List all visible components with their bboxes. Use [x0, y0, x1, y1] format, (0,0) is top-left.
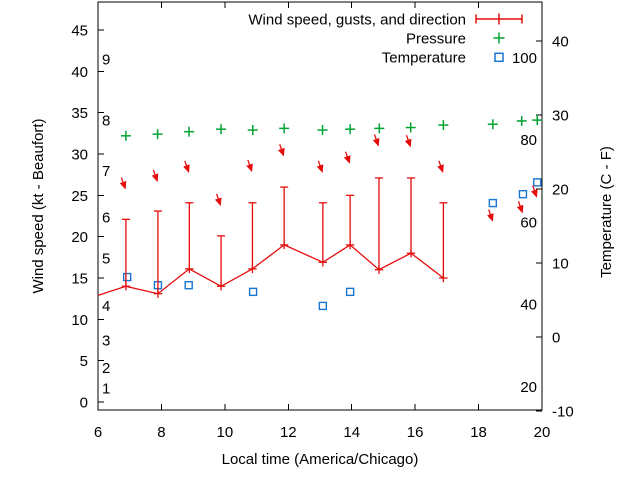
- beaufort-label: 7: [102, 163, 110, 180]
- beaufort-label: 4: [102, 298, 110, 315]
- wind-direction-arrow: [372, 134, 380, 147]
- fahrenheit-label: 80: [520, 132, 537, 149]
- temperature-point: [248, 287, 258, 297]
- legend-sample-wind: [475, 13, 523, 25]
- fahrenheit-label: 100: [512, 50, 537, 67]
- axis-tick-labels: 6 8 10 12 14 16 18 2005101520253035404512345678…: [71, 23, 573, 442]
- left-axis-title: Wind speed (kt - Beaufort): [30, 118, 47, 293]
- legend: Wind speed, gusts, and direction Pressure…: [248, 11, 523, 67]
- wind-direction-arrow: [404, 134, 412, 148]
- legend-label-wind: Wind speed, gusts, and direction: [248, 11, 466, 28]
- pressure-series: [120, 115, 543, 141]
- axes: [97, 1, 543, 412]
- plot-border: [97, 1, 543, 411]
- wind-direction-arrow: [343, 151, 351, 164]
- kt-tick-label: 30: [71, 147, 88, 164]
- x-tick-label: 20: [534, 424, 551, 441]
- beaufort-label: 8: [102, 113, 110, 130]
- temperature-point: [345, 287, 355, 297]
- wind-direction-arrow: [151, 169, 159, 183]
- kt-tick-label: 15: [71, 271, 88, 288]
- kt-tick-label: 35: [71, 105, 88, 122]
- beaufort-label: 6: [102, 209, 110, 226]
- legend-sample-temperature: [494, 52, 504, 63]
- beaufort-label: 2: [102, 360, 110, 377]
- temperature-point: [533, 178, 542, 187]
- wind-direction-arrow: [214, 193, 222, 207]
- celsius-tick-label: 40: [552, 34, 569, 51]
- legend-label-pressure: Pressure: [406, 30, 466, 47]
- x-tick-label: 14: [343, 424, 360, 441]
- temperature-point: [122, 272, 132, 282]
- fahrenheit-label: 20: [520, 379, 537, 396]
- legend-label-temperature: Temperature: [382, 50, 466, 67]
- wind-speed-line: [97, 244, 444, 297]
- wind-direction-arrow: [119, 177, 127, 190]
- temperature-point: [488, 198, 498, 208]
- wind-series: [97, 134, 538, 298]
- beaufort-label: 3: [102, 333, 110, 350]
- wind-direction-arrow: [316, 160, 324, 173]
- kt-tick-label: 20: [71, 229, 88, 246]
- wind-direction-arrow: [277, 144, 285, 157]
- wind-direction-arrow: [516, 201, 524, 214]
- temperature-point: [318, 301, 328, 311]
- kt-tick-label: 40: [71, 64, 88, 81]
- x-tick-label: 16: [407, 424, 424, 441]
- fahrenheit-label: 40: [520, 297, 537, 314]
- beaufort-label: 9: [102, 51, 110, 68]
- beaufort-label: 1: [102, 380, 110, 397]
- celsius-tick-label: 10: [552, 256, 569, 273]
- x-tick-label: 6: [94, 424, 102, 441]
- legend-sample-pressure: [493, 32, 505, 44]
- x-tick-label: 18: [470, 424, 487, 441]
- wind-direction-arrow: [530, 185, 538, 198]
- fahrenheit-label: 60: [520, 214, 537, 231]
- celsius-tick-label: -10: [552, 404, 574, 421]
- celsius-tick-label: 30: [552, 108, 569, 125]
- x-tick-label: 12: [280, 424, 297, 441]
- kt-tick-label: 45: [71, 23, 88, 40]
- kt-tick-label: 0: [80, 395, 88, 412]
- kt-tick-label: 25: [71, 188, 88, 205]
- x-tick-label: 8: [157, 424, 165, 441]
- temperature-point: [518, 189, 528, 199]
- celsius-tick-label: 20: [552, 182, 569, 199]
- celsius-tick-label: 0: [552, 330, 560, 347]
- x-tick-label: 10: [217, 424, 234, 441]
- wind-direction-arrow: [437, 160, 444, 173]
- x-axis-title: Local time (America/Chicago): [222, 451, 419, 468]
- wind-direction-arrow: [246, 159, 253, 173]
- temperature-series: [122, 178, 542, 311]
- temperature-point: [184, 281, 193, 290]
- wind-direction-arrow: [183, 160, 190, 173]
- kt-tick-label: 10: [71, 312, 88, 329]
- right-axis-title: Temperature (C - F): [598, 146, 615, 278]
- beaufort-label: 5: [102, 251, 110, 268]
- wind-direction-arrow: [486, 209, 494, 222]
- kt-tick-label: 5: [80, 353, 88, 370]
